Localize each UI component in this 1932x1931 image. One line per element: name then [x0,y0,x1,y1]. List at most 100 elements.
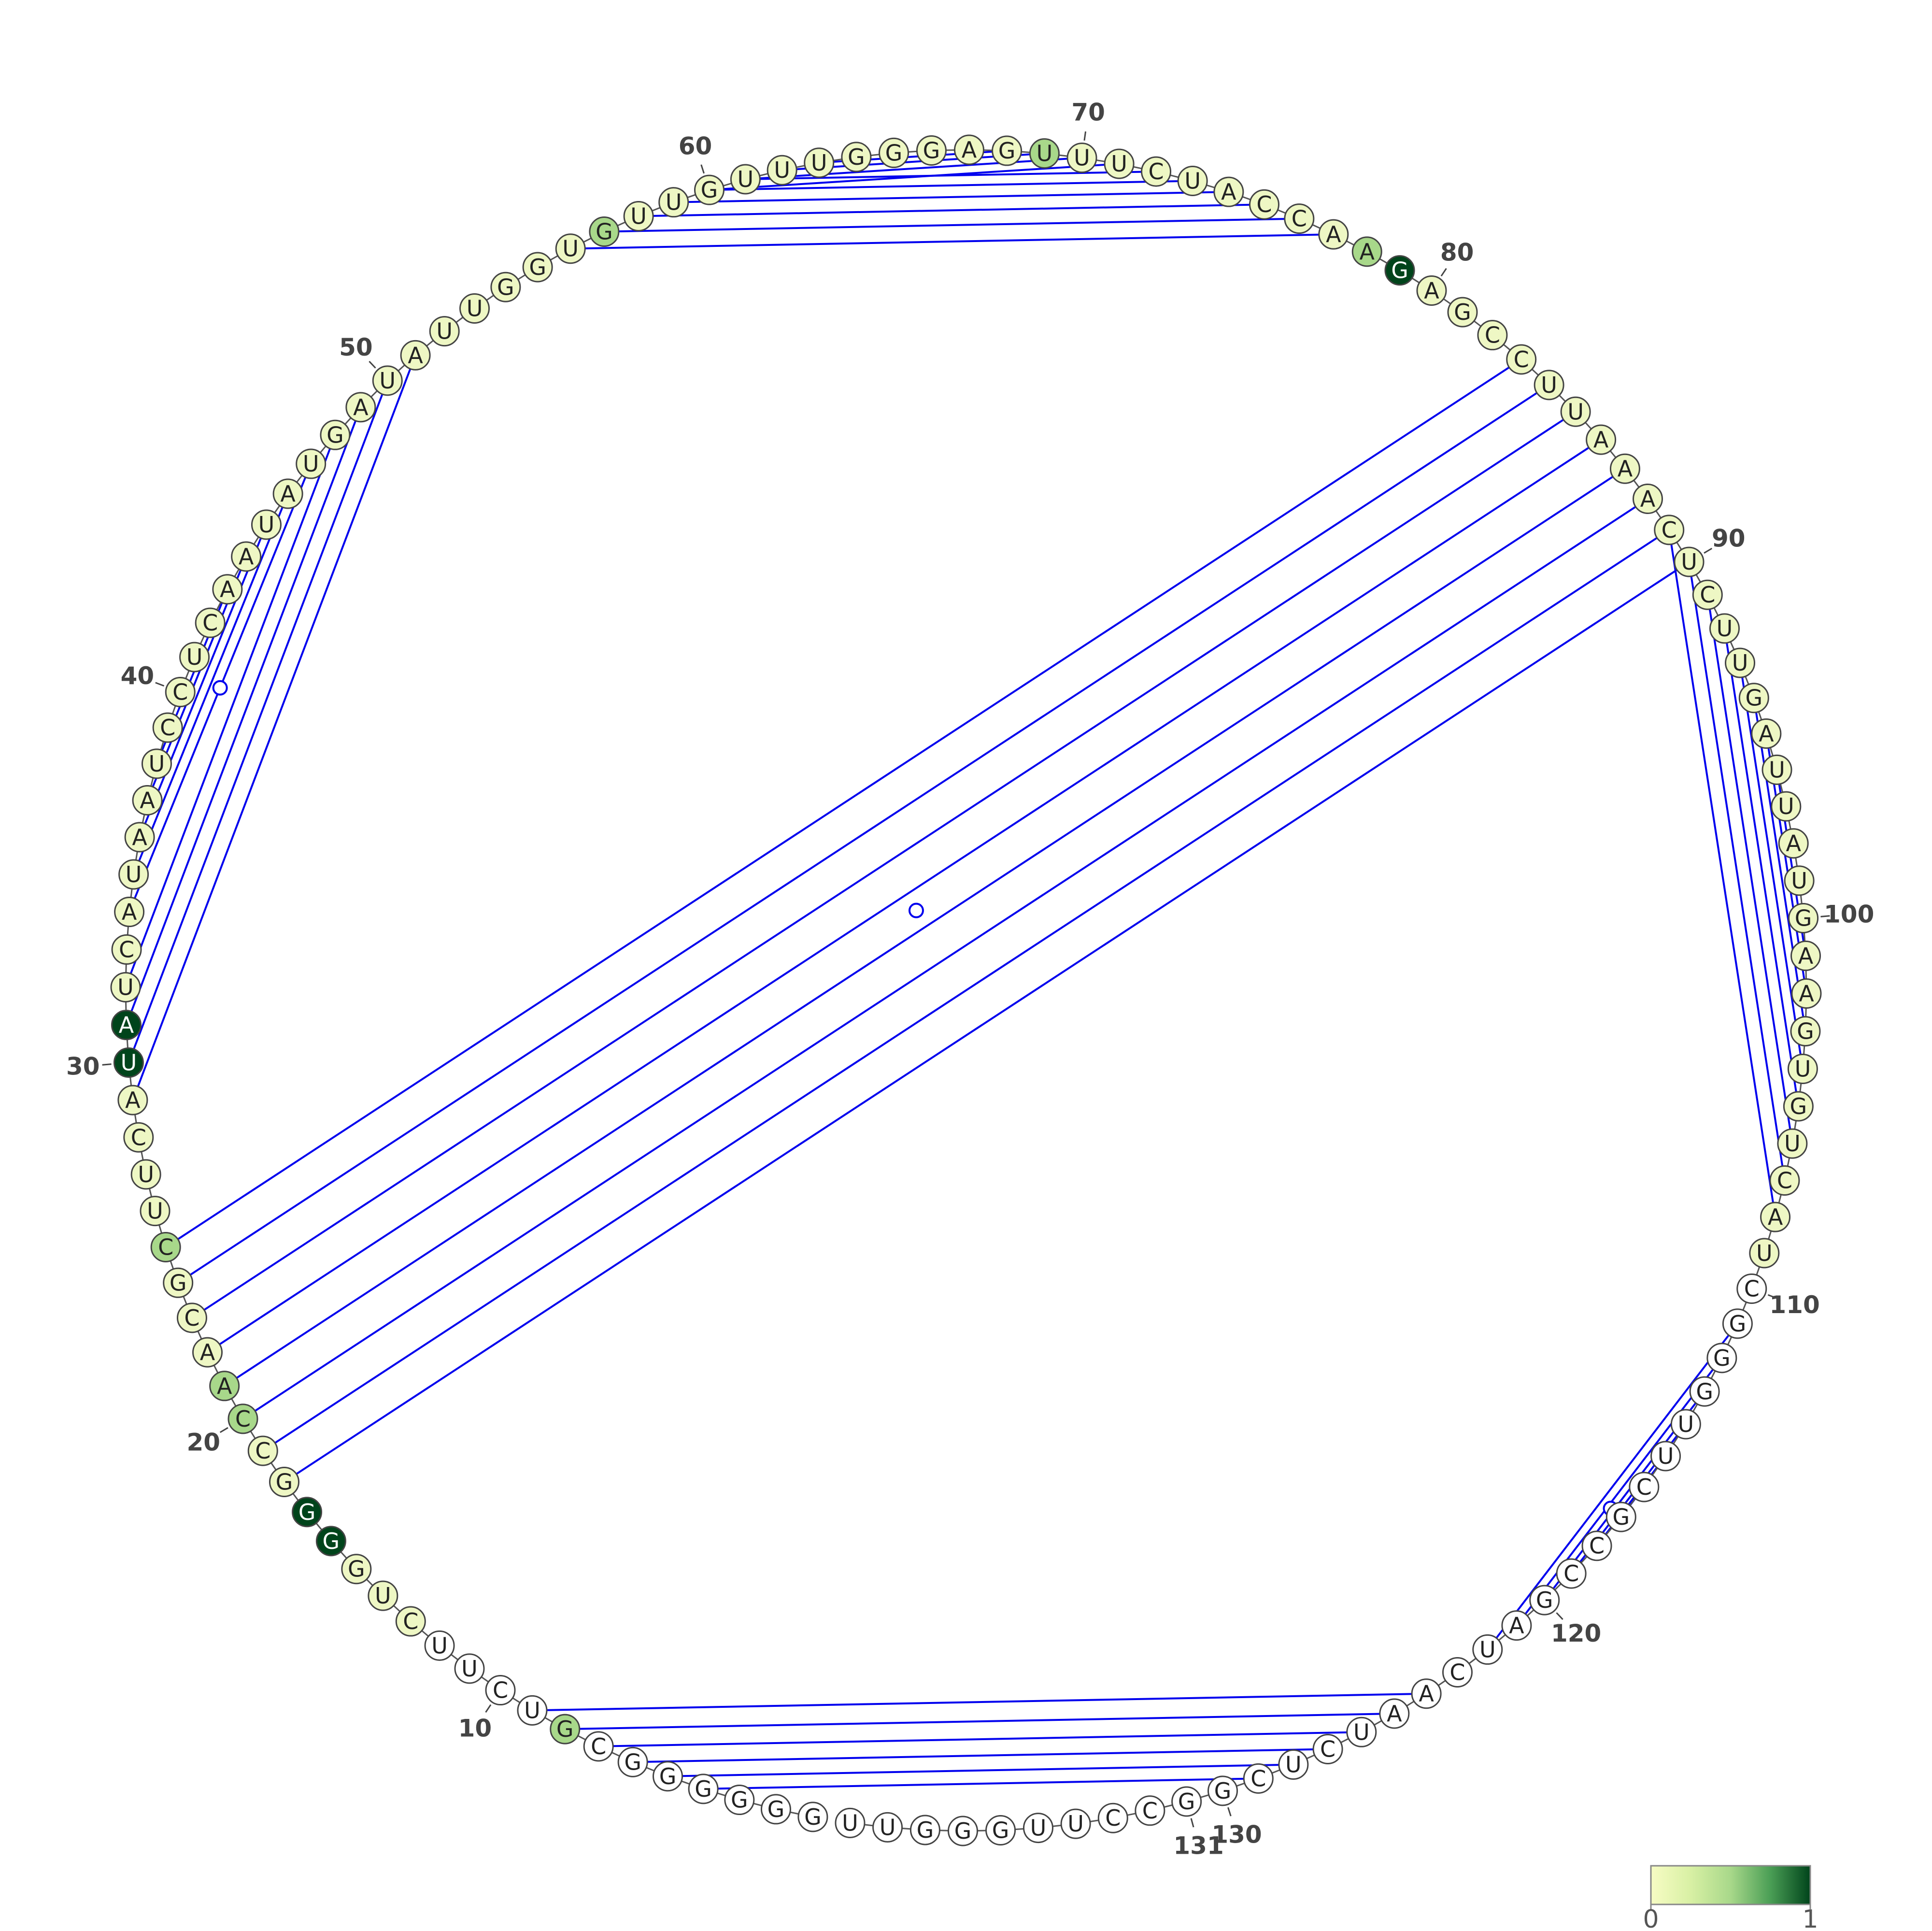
nucleotide: G [163,1267,194,1298]
noncanonical-pair-marker [908,902,924,918]
nucleotide-circle [550,1714,581,1745]
nucleotide: G [617,1746,648,1777]
nucleotide-circle [141,748,172,779]
nucleotide-circle [320,419,351,450]
nucleotide-circle [150,1231,181,1262]
nucleotide: U [872,1812,903,1843]
position-tick [155,682,165,687]
nucleotide-circle [658,187,689,218]
nucleotide: A [209,1371,240,1402]
nucleotide-circle [1472,1634,1503,1665]
nucleotide: U [424,1630,455,1661]
nucleotide-circle [212,574,243,605]
nucleotide-letter: U [1184,168,1201,194]
nucleotide-letter: G [1696,1378,1713,1404]
base-pair-line [165,358,1522,1248]
nucleotide-letter: A [1326,221,1341,247]
nucleotide-circle [804,147,835,178]
nucleotide-circle [1738,683,1769,714]
nucleotide-letter: U [461,1656,478,1682]
nucleotide-circle [272,478,303,509]
nucleotide-circle [1060,1808,1091,1839]
nucleotide-circle [1605,1502,1636,1532]
nucleotide: U [1472,1634,1503,1665]
nucleotide-circle [1749,1238,1780,1269]
nucleotide-circle [1692,579,1723,610]
nucleotide-letter: G [1713,1345,1731,1371]
nucleotide-letter: G [556,1716,574,1742]
nucleotide-letter: G [348,1556,365,1582]
nucleotide-letter: G [923,137,940,163]
nucleotide: U [804,147,835,178]
nucleotide-letter: U [1784,1130,1801,1157]
nucleotide-circle [1787,1053,1818,1084]
base-pair-line [191,411,1577,1319]
nucleotide-circle [1771,791,1802,822]
nucleotide: U [113,1047,144,1078]
nucleotide-circle [1650,1441,1681,1472]
nucleotide-letter: C [1250,1765,1266,1791]
nucleotide-circle [1379,1698,1410,1729]
nucleotide-letter: G [1178,1788,1195,1815]
nucleotide: U [1725,647,1756,678]
nucleotide: G [1706,1343,1737,1373]
nucleotide: C [1654,515,1685,545]
nucleotide-circle [1141,156,1172,187]
nucleotide: U [459,293,490,324]
nucleotide-letter: G [848,144,865,170]
nucleotide-circle [1788,903,1819,934]
nucleotide-letter: A [1593,427,1609,453]
base-pair-line [709,180,1193,191]
position-tick [219,1427,228,1433]
nucleotide-letter: A [122,899,137,925]
nucleotide: U [372,365,403,396]
nucleotide-letter: U [1479,1636,1496,1662]
nucleotide-letter: C [1105,1805,1121,1831]
base-pair-line [125,407,362,1026]
nucleotide-letter: G [1795,905,1812,931]
nucleotide: C [1141,156,1172,187]
nucleotide-letter: A [408,342,423,368]
nucleotide-letter: U [186,644,203,670]
nucleotide-letter: G [804,1804,822,1830]
nucleotide-letter: U [258,512,275,538]
nucleotide-circle [688,1774,719,1804]
nucleotide-circle [345,392,376,423]
nucleotide: A [954,134,985,165]
nucleotide-circle [227,1403,258,1434]
nucleotide-letter: C [202,610,218,636]
nucleotide-circle [1791,978,1822,1009]
nucleotide-circle [1790,940,1821,971]
nucleotide-letter: C [1514,346,1529,372]
nucleotide-letter: A [1360,239,1375,265]
nucleotide: A [1416,275,1447,306]
position-label: 50 [339,333,373,361]
nucleotide: U [251,509,282,540]
position-label: 20 [186,1428,220,1456]
nucleotide: G [916,135,947,166]
base-pair-line [703,1777,1259,1790]
nucleotide-letter: G [170,1270,187,1296]
nucleotide-circle [1790,1016,1821,1047]
position-tick [1083,131,1087,141]
base-pair-line [128,380,389,1063]
nucleotide: U [658,187,689,218]
nucleotide: G [992,135,1023,166]
nucleotide: C [150,1231,181,1262]
nucleotide-circle [485,1675,516,1706]
nucleotide: A [212,574,243,605]
position-label: 70 [1071,99,1105,127]
nucleotide: G [653,1761,683,1792]
nucleotide: G [985,1815,1016,1846]
nucleotide-letter: A [220,576,235,602]
nucleotide-letter: G [998,138,1016,164]
nucleotide-letter: C [1662,517,1677,543]
nucleotide-circle [117,1085,148,1116]
nucleotide: A [1790,940,1821,971]
nucleotide-circle [1104,148,1135,179]
nucleotide-circle [176,1302,207,1333]
nucleotide-circle [1384,255,1415,286]
position-label: 10 [458,1715,492,1743]
nucleotide: A [1778,828,1809,859]
nucleotide-letter: C [131,1124,146,1150]
